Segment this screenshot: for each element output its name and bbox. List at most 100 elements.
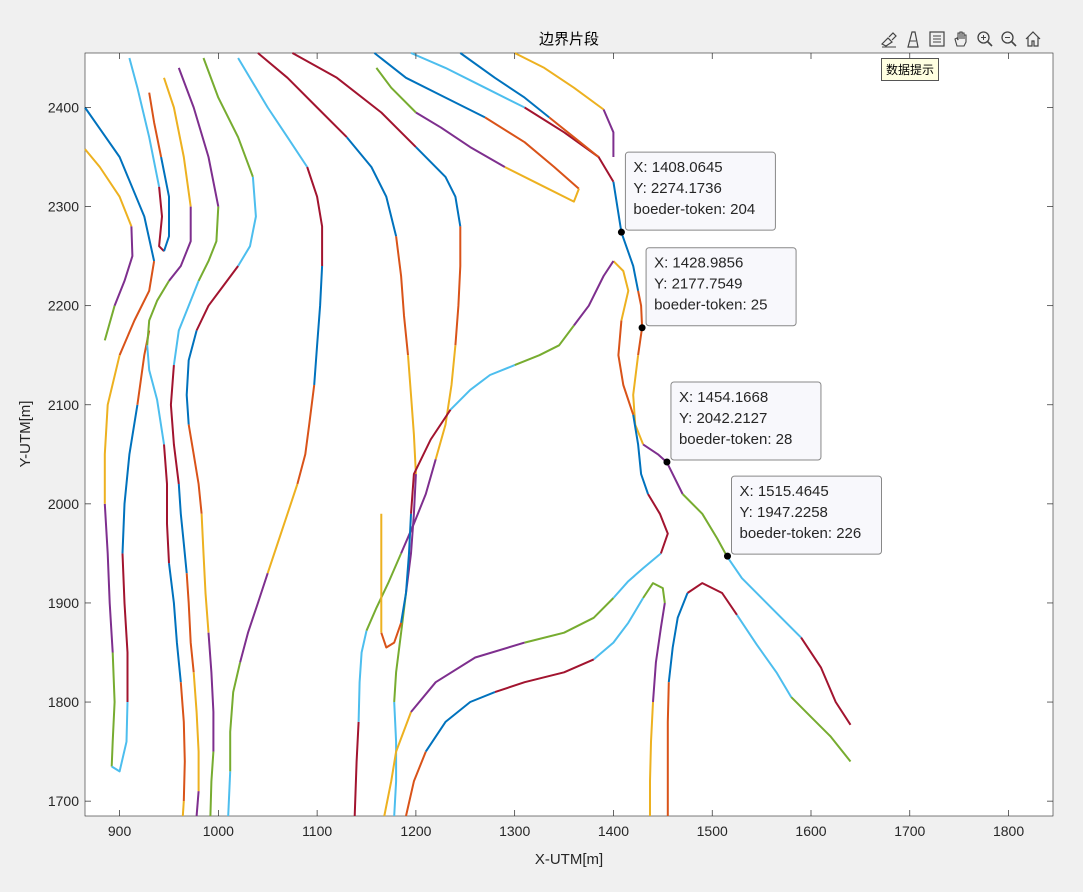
boundary-segment — [410, 641, 525, 713]
pan-button[interactable] — [950, 28, 972, 50]
legend-button[interactable] — [926, 28, 948, 50]
boundary-segment — [237, 176, 257, 267]
datatip-text: Y: 2042.2127 — [679, 410, 767, 427]
boundary-segment — [306, 166, 324, 266]
boundary-segment — [548, 116, 600, 158]
boundary-segment — [148, 92, 163, 158]
boundary-segment — [103, 354, 121, 504]
axes-toolbar — [878, 28, 1054, 50]
boundary-segment — [642, 582, 666, 604]
boundary-segment — [346, 136, 398, 237]
boundary-segment — [163, 77, 192, 207]
boundary-segment — [209, 751, 215, 817]
boundary-segment — [229, 662, 242, 772]
boundary-segment — [179, 682, 186, 802]
axis-ticks: 900 1000 1100 1200 1300 1400 1500 1600 1700 1800 1… — [48, 53, 1053, 839]
datatip-text: Y: 2177.7549 — [654, 276, 742, 293]
boundary-segment — [400, 513, 412, 623]
boundary-segment — [192, 672, 200, 792]
boundary-segment — [121, 404, 139, 554]
legend-icon — [929, 31, 945, 47]
datatip-marker[interactable] — [617, 228, 625, 236]
datatip-text: boeder-token: 226 — [739, 525, 861, 542]
boundary-segment — [612, 181, 640, 291]
boundary-segment — [736, 614, 793, 698]
y-axis-label: Y-UTM[m] — [17, 401, 34, 468]
toolbar-tooltip: 数据提示 — [881, 58, 940, 81]
boundary-segment — [121, 553, 129, 702]
datatip-box[interactable] — [670, 381, 822, 461]
boundary-segment — [296, 384, 316, 485]
boundary-segment — [257, 52, 348, 138]
boundary-segment — [380, 622, 403, 649]
boundary-segment — [612, 260, 630, 321]
datatip-icon — [907, 31, 919, 48]
datatip-marker[interactable] — [663, 458, 671, 466]
boundary-segment — [313, 265, 324, 386]
boundary-segment — [160, 156, 170, 252]
boundary-segment — [652, 602, 666, 703]
boundary-segment — [169, 365, 180, 485]
x-tick-label: 1200 — [400, 823, 431, 839]
pan-icon — [954, 31, 967, 47]
home-button[interactable] — [1022, 28, 1044, 50]
boundary-segment — [158, 186, 165, 252]
boundary-segment — [113, 226, 134, 307]
boundary-segment — [172, 280, 200, 366]
zoom-out-icon — [1001, 31, 1017, 47]
zoom-in-button[interactable] — [974, 28, 996, 50]
x-tick-label: 1600 — [795, 823, 826, 839]
boundary-segment — [514, 324, 575, 367]
datatip-text: X: 1428.9856 — [654, 255, 743, 272]
datatip-text: X: 1408.0645 — [633, 159, 722, 176]
boundary-segment — [195, 791, 200, 817]
boundary-segment — [449, 364, 516, 411]
boundary-segment — [454, 226, 462, 346]
boundary-segment — [168, 563, 182, 683]
boundary-segment — [666, 682, 670, 816]
x-tick-label: 900 — [108, 823, 132, 839]
boundary-segment — [291, 52, 417, 148]
boundary-segment — [602, 109, 615, 157]
boundary-segment — [128, 57, 161, 187]
brush-button[interactable] — [878, 28, 900, 50]
boundary-segment — [168, 206, 192, 282]
boundary-segment — [632, 414, 649, 495]
datatip-text: X: 1515.4645 — [739, 483, 828, 500]
boundary-segment — [177, 483, 188, 574]
boundary-segment — [163, 444, 170, 564]
datatip-text: boeder-token: 204 — [633, 201, 755, 218]
datatip-box[interactable] — [645, 247, 797, 327]
datatip-marker[interactable] — [723, 552, 731, 560]
zoom-out-button[interactable] — [998, 28, 1020, 50]
boundary-segment — [514, 52, 605, 111]
datatip-box[interactable] — [730, 475, 882, 555]
boundary-segment — [237, 57, 309, 168]
datatip-text: boeder-token: 25 — [654, 297, 767, 314]
boundary-segment — [407, 355, 417, 475]
boundary-segment — [195, 265, 239, 331]
boundary-segment — [400, 459, 437, 554]
datatip-button[interactable] — [902, 28, 924, 50]
boundary-segment — [434, 345, 457, 460]
boundary-segment — [410, 409, 452, 514]
boundary-segment — [103, 503, 114, 653]
x-tick-label: 1500 — [697, 823, 728, 839]
boundary-segment — [177, 67, 220, 207]
y-tick-label: 1700 — [48, 793, 79, 809]
datatip-box[interactable] — [624, 151, 776, 231]
boundary-segment — [686, 582, 738, 616]
boundary-segment — [681, 493, 728, 557]
datatip-marker[interactable] — [638, 324, 646, 332]
y-tick-label: 2200 — [48, 298, 79, 314]
y-tick-label: 2400 — [48, 100, 79, 116]
datatips: X: 1408.0645 Y: 2274.1736 boeder-token: 20… — [617, 151, 882, 560]
y-tick-label: 2100 — [48, 397, 79, 413]
zoom-in-icon — [977, 31, 993, 47]
chart-title: 边界片段 — [539, 30, 599, 48]
datatip-text: Y: 1947.2258 — [739, 504, 827, 521]
boundary-segment — [118, 260, 156, 356]
boundary-segment — [393, 701, 398, 817]
boundary-segment — [667, 592, 689, 683]
y-tick-label: 1900 — [48, 595, 79, 611]
